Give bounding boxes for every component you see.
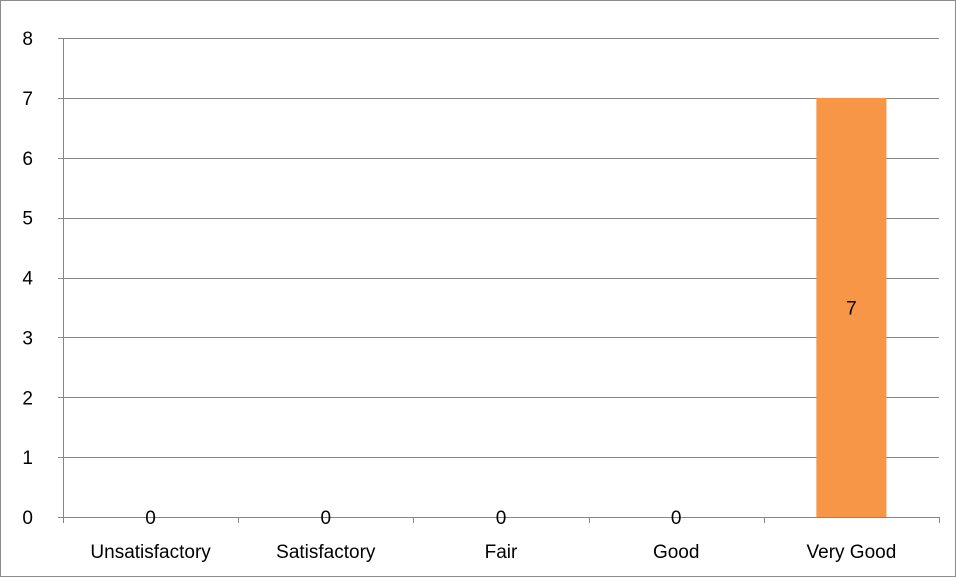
data-labels: 0 0 0 0 7 bbox=[145, 298, 856, 529]
x-tick-label: Unsatisfactory bbox=[90, 542, 211, 563]
x-tick-label: Good bbox=[653, 542, 699, 563]
y-tick-label: 4 bbox=[22, 269, 33, 290]
y-tick-label: 8 bbox=[22, 29, 33, 50]
y-tick-label: 2 bbox=[22, 388, 33, 409]
data-label: 0 bbox=[145, 508, 156, 529]
y-tick-label: 6 bbox=[22, 149, 33, 170]
x-tick-label: Satisfactory bbox=[276, 542, 376, 563]
y-tick-label: 0 bbox=[22, 508, 33, 529]
y-tick-label: 5 bbox=[22, 209, 33, 230]
data-label: 7 bbox=[846, 298, 857, 319]
bars bbox=[816, 97, 887, 517]
y-tick-label: 7 bbox=[22, 89, 33, 110]
y-tick-labels: 0 1 2 3 4 5 6 7 8 bbox=[22, 29, 33, 529]
data-label: 0 bbox=[321, 508, 332, 529]
x-tick-label: Very Good bbox=[807, 542, 897, 563]
data-label: 0 bbox=[671, 508, 682, 529]
bar-very-good bbox=[816, 97, 887, 517]
data-label: 0 bbox=[496, 508, 507, 529]
axes bbox=[58, 38, 940, 523]
x-tick-label: Fair bbox=[485, 542, 518, 563]
y-tick-label: 1 bbox=[22, 448, 33, 469]
x-tick-labels: Unsatisfactory Satisfactory Fair Good Very G… bbox=[90, 542, 896, 563]
gridlines bbox=[58, 38, 939, 458]
y-tick-label: 3 bbox=[22, 328, 33, 349]
